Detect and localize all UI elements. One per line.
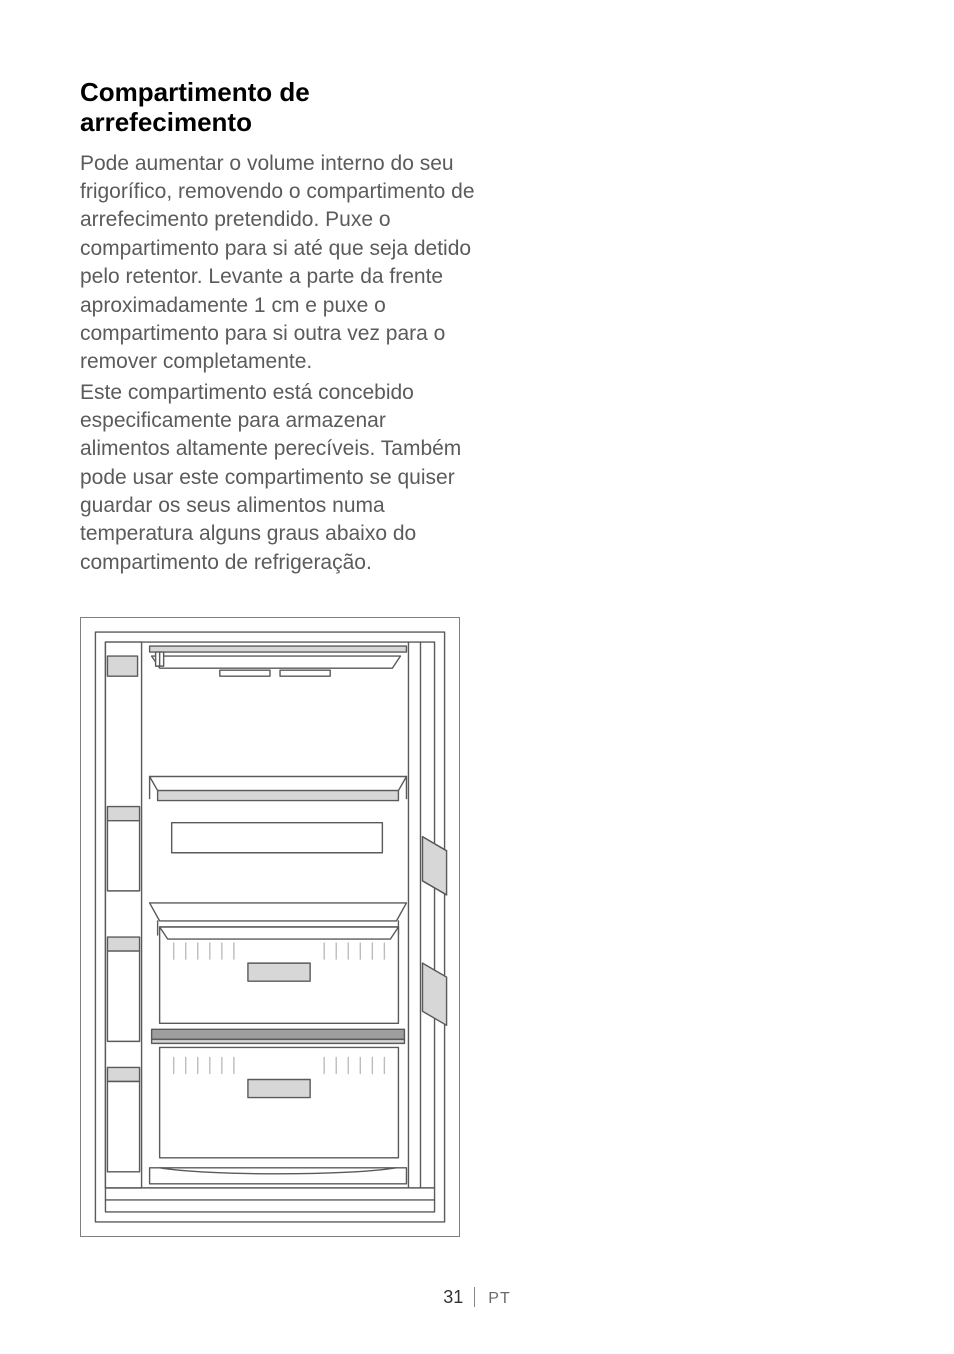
page-footer: 31 PT xyxy=(0,1287,954,1308)
page-number: 31 xyxy=(443,1287,463,1307)
section-heading: Compartimento de arrefecimento xyxy=(80,78,480,138)
footer-divider xyxy=(474,1287,475,1307)
paragraph-2: Este compartimento está concebido especi… xyxy=(80,379,480,577)
paragraph-1: Pode aumentar o volume interno do seu fr… xyxy=(80,150,480,377)
language-code: PT xyxy=(488,1290,510,1307)
fridge-diagram xyxy=(80,617,460,1237)
